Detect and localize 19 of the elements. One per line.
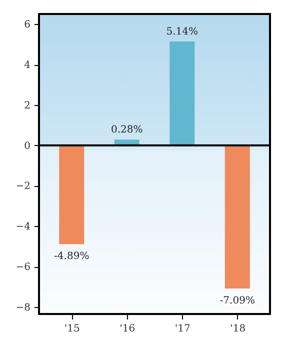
- bar: [170, 41, 195, 146]
- bar: [59, 145, 84, 244]
- y-tick-label: −2: [16, 181, 30, 192]
- y-tick-label: −8: [16, 302, 30, 314]
- x-tick-label: '15: [64, 324, 80, 334]
- x-tick-label: '16: [120, 324, 136, 334]
- y-tick-label: 6: [24, 20, 30, 31]
- data-label: 5.14%: [166, 26, 198, 38]
- y-tick-label: 4: [24, 60, 30, 72]
- y-tick-label: −6: [16, 262, 30, 274]
- x-tick-label: '18: [230, 324, 246, 334]
- y-tick-label: −4: [16, 222, 30, 233]
- x-tick-label: '17: [174, 324, 190, 334]
- data-label: -4.89%: [54, 251, 90, 262]
- y-tick-label: 2: [24, 100, 30, 112]
- data-label: -7.09%: [220, 296, 255, 307]
- y-tick-label: 0: [24, 140, 30, 152]
- data-label: 0.28%: [110, 124, 143, 136]
- bar: [224, 145, 250, 289]
